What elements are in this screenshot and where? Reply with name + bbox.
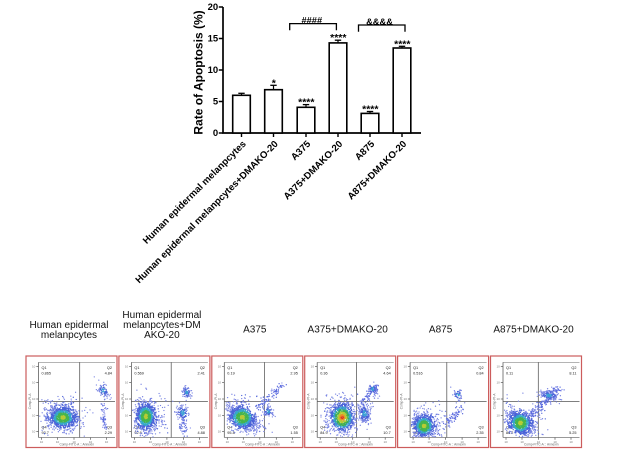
svg-text:melanpcytes+DM: melanpcytes+DM [123, 320, 201, 331]
svg-text:10.7: 10.7 [383, 431, 390, 435]
svg-text:10: 10 [384, 440, 388, 444]
svg-text:Q1: Q1 [320, 366, 325, 370]
svg-text:10: 10 [208, 65, 219, 76]
svg-text:Q1: Q1 [227, 366, 232, 370]
svg-text:10: 10 [218, 414, 222, 418]
svg-text:Q4: Q4 [42, 426, 47, 430]
svg-text:0.569: 0.569 [134, 372, 144, 376]
svg-text:Comp-PI-A: Comp-PI-A [307, 393, 311, 410]
svg-text:Q3: Q3 [107, 426, 112, 430]
svg-text:93.7: 93.7 [42, 431, 49, 435]
svg-text:10: 10 [32, 414, 36, 418]
svg-text:A375: A375 [243, 325, 267, 336]
svg-text:10: 10 [182, 440, 186, 444]
svg-text:Q1: Q1 [134, 366, 139, 370]
svg-text:****: **** [362, 104, 379, 116]
svg-text:0.19: 0.19 [227, 372, 234, 376]
svg-text:10: 10 [149, 440, 153, 444]
svg-text:Q4: Q4 [227, 426, 232, 430]
svg-text:*: * [272, 77, 277, 89]
svg-text:Q2: Q2 [386, 366, 391, 370]
svg-text:Q3: Q3 [293, 426, 298, 430]
svg-text:10: 10 [105, 440, 109, 444]
svg-text:Q3: Q3 [386, 426, 391, 430]
svg-text:10: 10 [226, 440, 230, 444]
svg-text:10: 10 [218, 365, 222, 369]
svg-text:10: 10 [125, 397, 129, 401]
svg-text:10: 10 [218, 430, 222, 434]
svg-text:AKO-20: AKO-20 [144, 330, 180, 341]
svg-text:10: 10 [291, 440, 295, 444]
svg-text:A875+DMAKO-20: A875+DMAKO-20 [493, 325, 574, 336]
svg-text:Human epidermal: Human epidermal [30, 320, 109, 331]
svg-text:10: 10 [125, 414, 129, 418]
svg-text:Q2: Q2 [107, 366, 112, 370]
svg-text:Q2: Q2 [200, 366, 205, 370]
svg-text:0.36: 0.36 [320, 372, 327, 376]
svg-text:10: 10 [311, 430, 315, 434]
svg-text:10: 10 [125, 365, 129, 369]
svg-text:Q1: Q1 [42, 366, 47, 370]
svg-text:melanpcytes: melanpcytes [41, 330, 97, 341]
svg-text:4.64: 4.64 [383, 372, 390, 376]
svg-text:84.9: 84.9 [320, 431, 327, 435]
svg-text:Comp-FITC-A :: Annexin: Comp-FITC-A :: Annexin [59, 442, 94, 446]
svg-text:Comp-PI-A: Comp-PI-A [28, 393, 32, 410]
svg-text:10: 10 [32, 397, 36, 401]
svg-text:****: **** [394, 38, 411, 50]
svg-text:10: 10 [319, 440, 323, 444]
svg-text:Q4: Q4 [320, 426, 325, 430]
svg-text:Comp-FITC-A :: Annexin: Comp-FITC-A :: Annexin [152, 442, 187, 446]
svg-text:10: 10 [125, 430, 129, 434]
svg-text:10: 10 [218, 381, 222, 385]
svg-text:10: 10 [165, 440, 169, 444]
svg-text:95.8: 95.8 [227, 431, 234, 435]
svg-text:10: 10 [311, 397, 315, 401]
svg-text:10: 10 [198, 440, 202, 444]
svg-text:10: 10 [32, 381, 36, 385]
svg-text:10: 10 [218, 397, 222, 401]
svg-text:10: 10 [40, 440, 44, 444]
svg-text:10: 10 [311, 381, 315, 385]
svg-text:Comp-FITC-A :: Annexin: Comp-FITC-A :: Annexin [245, 442, 280, 446]
svg-text:10: 10 [311, 414, 315, 418]
svg-text:Comp-FITC-A :: Annexin: Comp-FITC-A :: Annexin [338, 442, 373, 446]
svg-text:10: 10 [56, 440, 60, 444]
svg-text:****: **** [330, 32, 347, 44]
svg-text:2.41: 2.41 [198, 372, 205, 376]
svg-text:Rate of Apoptosis (%): Rate of Apoptosis (%) [192, 10, 206, 134]
svg-text:2.95: 2.95 [290, 372, 297, 376]
svg-text:Comp-PI-A: Comp-PI-A [121, 393, 125, 410]
svg-text:Comp-PI-A: Comp-PI-A [214, 393, 218, 410]
svg-text:&&&&: &&&& [366, 17, 393, 27]
svg-text:1.55: 1.55 [290, 431, 297, 435]
svg-text:10: 10 [89, 440, 93, 444]
svg-text:10: 10 [32, 430, 36, 434]
svg-text:10: 10 [32, 365, 36, 369]
svg-text:20: 20 [208, 2, 219, 13]
svg-text:10: 10 [311, 365, 315, 369]
svg-text:2.29: 2.29 [105, 431, 112, 435]
svg-text:4.88: 4.88 [198, 431, 205, 435]
svg-text:10: 10 [275, 440, 279, 444]
svg-text:A875: A875 [429, 325, 453, 336]
svg-text:Q2: Q2 [293, 366, 298, 370]
svg-text:4.84: 4.84 [105, 372, 112, 376]
svg-text:Human epidermal: Human epidermal [122, 310, 201, 321]
svg-text:Q3: Q3 [200, 426, 205, 430]
svg-text:0.865: 0.865 [42, 372, 52, 376]
svg-text:****: **** [298, 97, 315, 109]
svg-text:A375+DMAKO-20: A375+DMAKO-20 [308, 325, 389, 336]
svg-text:5: 5 [213, 97, 219, 108]
svg-text:15: 15 [208, 34, 219, 45]
svg-text:10: 10 [125, 381, 129, 385]
svg-text:92.6: 92.6 [134, 431, 141, 435]
svg-text:####: #### [301, 16, 323, 26]
svg-text:10: 10 [258, 440, 262, 444]
svg-text:10: 10 [133, 440, 137, 444]
svg-text:0: 0 [213, 128, 218, 139]
svg-text:10: 10 [72, 440, 76, 444]
svg-text:10: 10 [242, 440, 246, 444]
